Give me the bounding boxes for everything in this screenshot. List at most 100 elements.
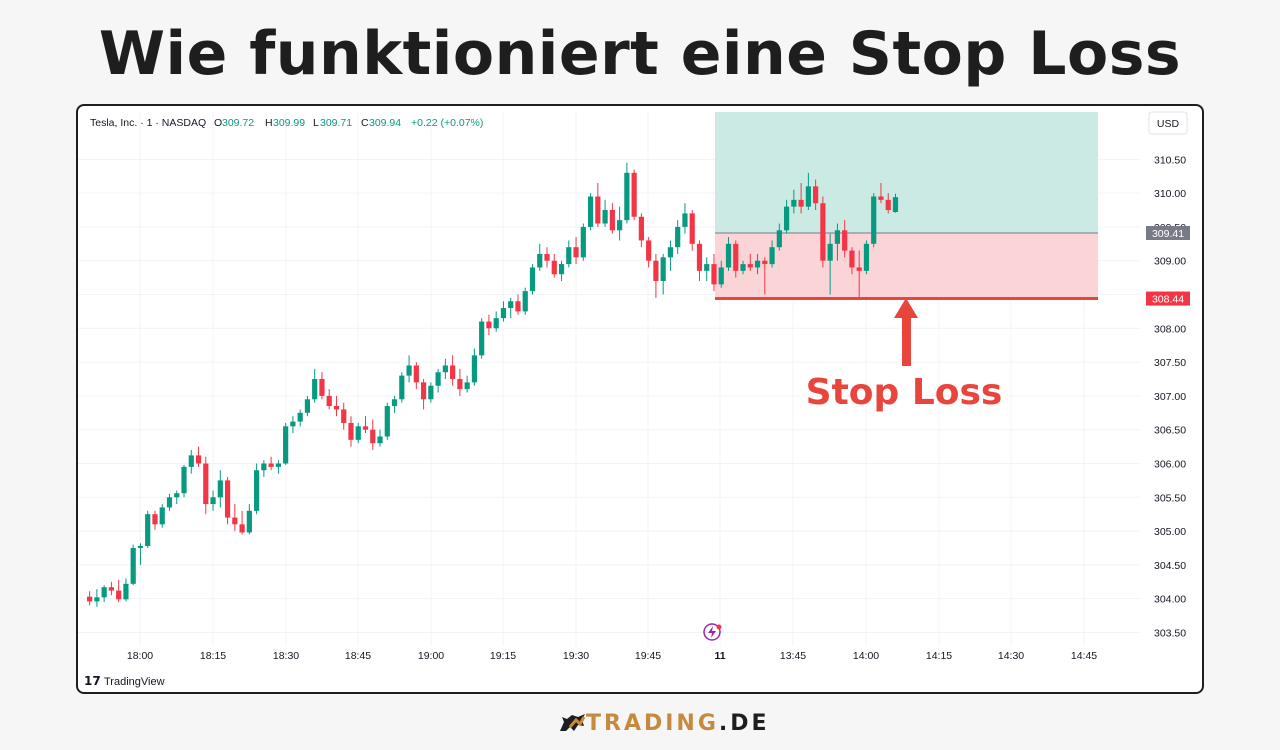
- candle-body: [203, 463, 209, 505]
- candle-body: [696, 243, 703, 271]
- y-tick-label: 303.50: [1154, 627, 1186, 639]
- candle: [602, 199, 608, 227]
- candle: [254, 463, 260, 515]
- candle-body: [232, 517, 238, 525]
- candle: [798, 182, 804, 214]
- candle-body: [312, 379, 318, 400]
- ohlc-close-label: C: [361, 117, 369, 129]
- candle: [319, 372, 325, 400]
- candle-body: [450, 365, 456, 379]
- candle-body: [239, 524, 245, 533]
- candle-body: [813, 186, 819, 204]
- candle-body: [638, 216, 644, 241]
- y-tick-label: 307.50: [1154, 357, 1186, 369]
- candle-body: [210, 497, 216, 505]
- candle-body: [878, 196, 884, 200]
- candle: [87, 591, 93, 606]
- candle: [791, 189, 797, 214]
- candle: [537, 243, 543, 271]
- candle: [500, 301, 507, 322]
- currency-button[interactable]: [1148, 111, 1188, 135]
- position-zone-layer: [715, 112, 1098, 301]
- candle: [486, 314, 492, 336]
- candle: [573, 237, 579, 265]
- candle: [464, 375, 470, 393]
- y-tick-label: 310.00: [1154, 188, 1186, 200]
- candle-body: [776, 230, 782, 248]
- candle: [689, 210, 695, 251]
- candle: [508, 297, 514, 319]
- candle: [457, 368, 463, 396]
- ohlc-low-value: 309.71: [320, 117, 352, 129]
- candle-body: [479, 321, 485, 356]
- candle-body: [370, 429, 376, 444]
- candle: [406, 355, 412, 383]
- candle-body: [544, 253, 550, 261]
- candle-body: [573, 247, 579, 258]
- candle: [283, 422, 289, 465]
- candle: [333, 395, 340, 417]
- candle-body: [217, 480, 223, 498]
- candle: [711, 253, 717, 292]
- x-tick-label: 19:30: [563, 650, 589, 662]
- x-tick-label: 18:15: [200, 650, 226, 662]
- candle: [435, 368, 441, 393]
- candle: [493, 311, 499, 332]
- profit-zone[interactable]: [715, 112, 1098, 233]
- x-tick-label: 18:00: [127, 650, 153, 662]
- candle: [341, 402, 347, 430]
- brand-name: TRADING: [586, 711, 719, 736]
- candle-body: [101, 587, 107, 598]
- candle: [384, 402, 390, 440]
- candle-body: [123, 583, 129, 600]
- candle-body: [413, 365, 419, 383]
- candlestick-chart[interactable]: 310.50310.00309.50309.00308.50308.00307.…: [78, 106, 1202, 692]
- candle-body: [304, 399, 311, 413]
- candle: [733, 240, 739, 278]
- ohlc-high-label: H: [265, 117, 273, 129]
- candle-body: [181, 466, 187, 494]
- candle-body: [791, 199, 797, 207]
- candle: [762, 257, 768, 295]
- candle-body: [224, 480, 231, 518]
- candle-body: [399, 375, 405, 400]
- candle: [718, 260, 724, 288]
- candle: [813, 179, 819, 211]
- candle-body: [660, 257, 666, 281]
- candle: [239, 510, 245, 535]
- candle: [290, 416, 296, 434]
- candle-body: [842, 230, 848, 251]
- candle-body: [733, 243, 739, 271]
- candle-body: [159, 507, 165, 525]
- candle-body: [471, 355, 478, 383]
- tradingview-logo[interactable]: 17 TradingView: [84, 674, 165, 688]
- candle-body: [747, 264, 753, 268]
- candle: [166, 493, 173, 511]
- stop-price-tag: [1146, 291, 1190, 306]
- candle-body: [529, 267, 536, 292]
- candle-body: [718, 267, 724, 285]
- x-tick-label: 18:45: [345, 650, 371, 662]
- candle-body: [754, 260, 761, 268]
- lightning-icon[interactable]: [703, 623, 722, 641]
- candle-body: [711, 264, 717, 285]
- candle: [769, 240, 775, 268]
- candle-body: [740, 264, 746, 271]
- footer-logo[interactable]: TRADING.DE: [558, 705, 767, 741]
- candle: [558, 260, 565, 281]
- candle-body: [442, 365, 448, 373]
- stop-loss-annotation: Stop Loss: [806, 372, 1003, 413]
- candle: [145, 510, 151, 548]
- y-tick-label: 308.00: [1154, 323, 1186, 335]
- x-tick-label: 18:30: [273, 650, 299, 662]
- y-tick-label: 309.00: [1154, 256, 1186, 268]
- candle-body: [805, 186, 811, 207]
- y-tick-label: 306.50: [1154, 425, 1186, 437]
- x-tick-label: 14:45: [1071, 650, 1097, 662]
- x-tick-label: 14:30: [998, 650, 1024, 662]
- candle: [551, 253, 557, 278]
- candle-body: [261, 463, 267, 471]
- chart-card[interactable]: 310.50310.00309.50309.00308.50308.00307.…: [76, 104, 1204, 694]
- candle-body: [108, 587, 115, 591]
- candle-body: [500, 308, 507, 319]
